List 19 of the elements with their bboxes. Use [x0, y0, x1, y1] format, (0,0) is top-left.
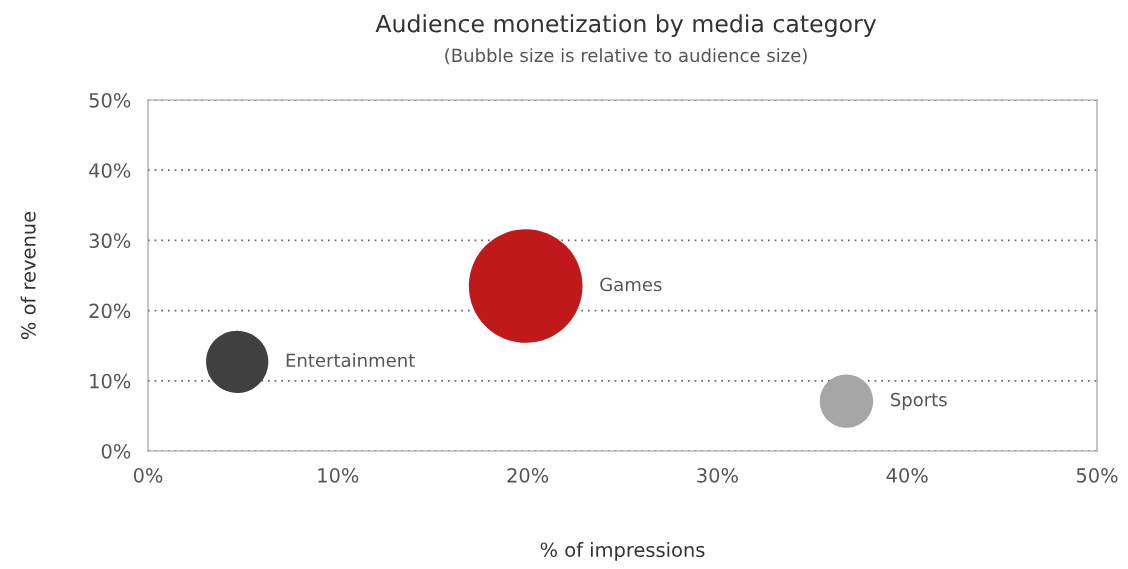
x-tick-label: 20%	[507, 468, 549, 483]
chart-subtitle: (Bubble size is relative to audience size)	[445, 48, 807, 65]
x-tick-label: 0%	[133, 468, 163, 483]
y-tick-label: 50%	[89, 92, 131, 108]
x-axis-title: % of impressions	[540, 542, 705, 561]
series-label: Games	[600, 277, 662, 292]
series-label: Sports	[890, 392, 947, 410]
series-label: Entertainment	[286, 353, 415, 368]
y-tick-label: 20%	[89, 303, 131, 319]
y-axis-title: % of revenue	[20, 211, 36, 340]
chart-title: Audience monetization by media category	[375, 14, 877, 38]
y-tick-label: 30%	[89, 233, 131, 249]
x-tick-label: 10%	[318, 468, 359, 483]
x-tick-label: 40%	[886, 468, 928, 483]
x-tick-label: 50%	[1076, 468, 1118, 483]
y-tick-label: 40%	[89, 163, 131, 178]
y-tick-label: 0%	[101, 443, 131, 459]
y-tick-label: 10%	[90, 373, 131, 389]
x-tick-label: 30%	[697, 468, 738, 483]
